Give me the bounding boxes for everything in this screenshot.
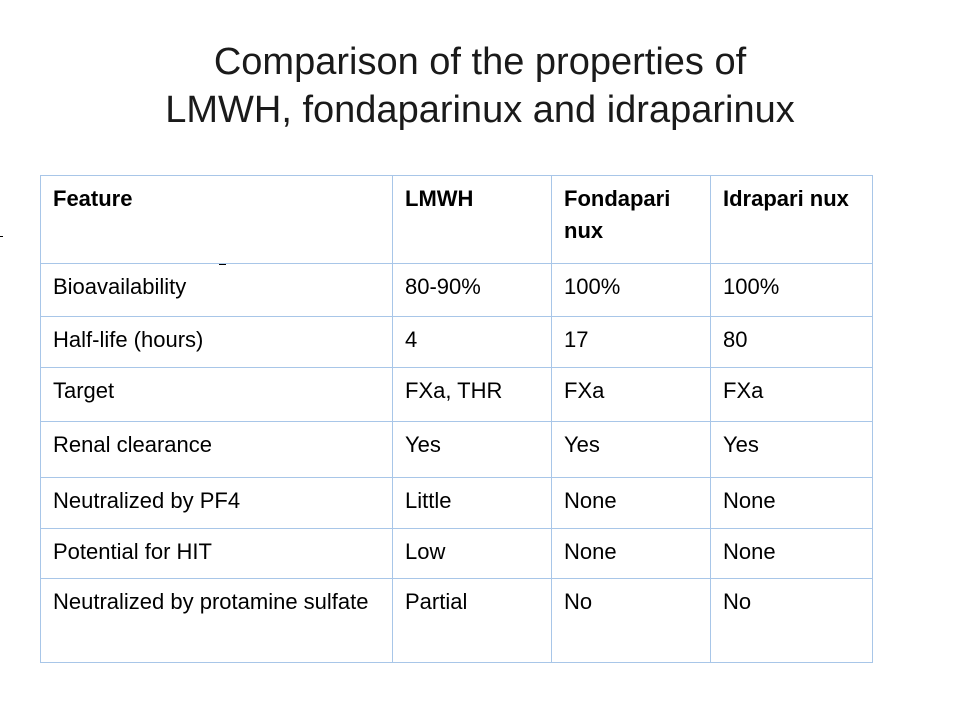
table-cell: Half-life (hours) xyxy=(40,316,393,368)
table-cell: 80-90% xyxy=(392,263,552,317)
table-header-row: Feature LMWH Fondapari nux Idrapari nux xyxy=(40,175,873,264)
table-row: Potential for HIT Low None None xyxy=(40,528,873,579)
stray-mark xyxy=(0,236,3,237)
slide-title-line-1: Comparison of the properties of xyxy=(213,41,747,83)
table-row: Half-life (hours) 4 17 80 xyxy=(40,316,873,368)
table-cell: FXa xyxy=(551,367,711,422)
table-cell: Partial xyxy=(392,578,552,663)
table-cell: Yes xyxy=(392,421,552,478)
table-cell: None xyxy=(710,528,873,579)
header-lmwh: LMWH xyxy=(392,175,552,264)
table-cell: Bioavailability xyxy=(40,263,393,317)
header-fondaparinux: Fondapari nux xyxy=(551,175,711,264)
table-cell: 17 xyxy=(551,316,711,368)
table-cell: 4 xyxy=(392,316,552,368)
slide-title: Comparison of the properties of LMWH, fo… xyxy=(0,38,960,134)
table-cell: Potential for HIT xyxy=(40,528,393,579)
table-cell: Neutralized by protamine sulfate xyxy=(40,578,393,663)
table-cell: Target xyxy=(40,367,393,422)
table-row: Neutralized by PF4 Little None None xyxy=(40,477,873,529)
table-cell: FXa xyxy=(710,367,873,422)
table-cell: Little xyxy=(392,477,552,529)
header-feature: Feature xyxy=(40,175,393,264)
table-cell: Neutralized by PF4 xyxy=(40,477,393,529)
table-cell: None xyxy=(551,528,711,579)
table-cell: 80 xyxy=(710,316,873,368)
table-row: Bioavailability 80-90% 100% 100% xyxy=(40,263,873,317)
table-cell: None xyxy=(710,477,873,529)
table-cell: Low xyxy=(392,528,552,579)
table-cell: No xyxy=(551,578,711,663)
comparison-table: Feature LMWH Fondapari nux Idrapari nux … xyxy=(40,175,873,663)
table-row: Renal clearance Yes Yes Yes xyxy=(40,421,873,478)
slide-title-line-2: LMWH, fondaparinux and idraparinux xyxy=(165,89,795,131)
table-cell: 100% xyxy=(710,263,873,317)
table-cell: No xyxy=(710,578,873,663)
header-idraparinux: Idrapari nux xyxy=(710,175,873,264)
table-cell: FXa, THR xyxy=(392,367,552,422)
table-cell: Yes xyxy=(710,421,873,478)
table-cell: None xyxy=(551,477,711,529)
table-cell: Renal clearance xyxy=(40,421,393,478)
table-cell: 100% xyxy=(551,263,711,317)
table-row: Neutralized by protamine sulfate Partial… xyxy=(40,578,873,663)
table-row: Target FXa, THR FXa FXa xyxy=(40,367,873,422)
table-cell: Yes xyxy=(551,421,711,478)
